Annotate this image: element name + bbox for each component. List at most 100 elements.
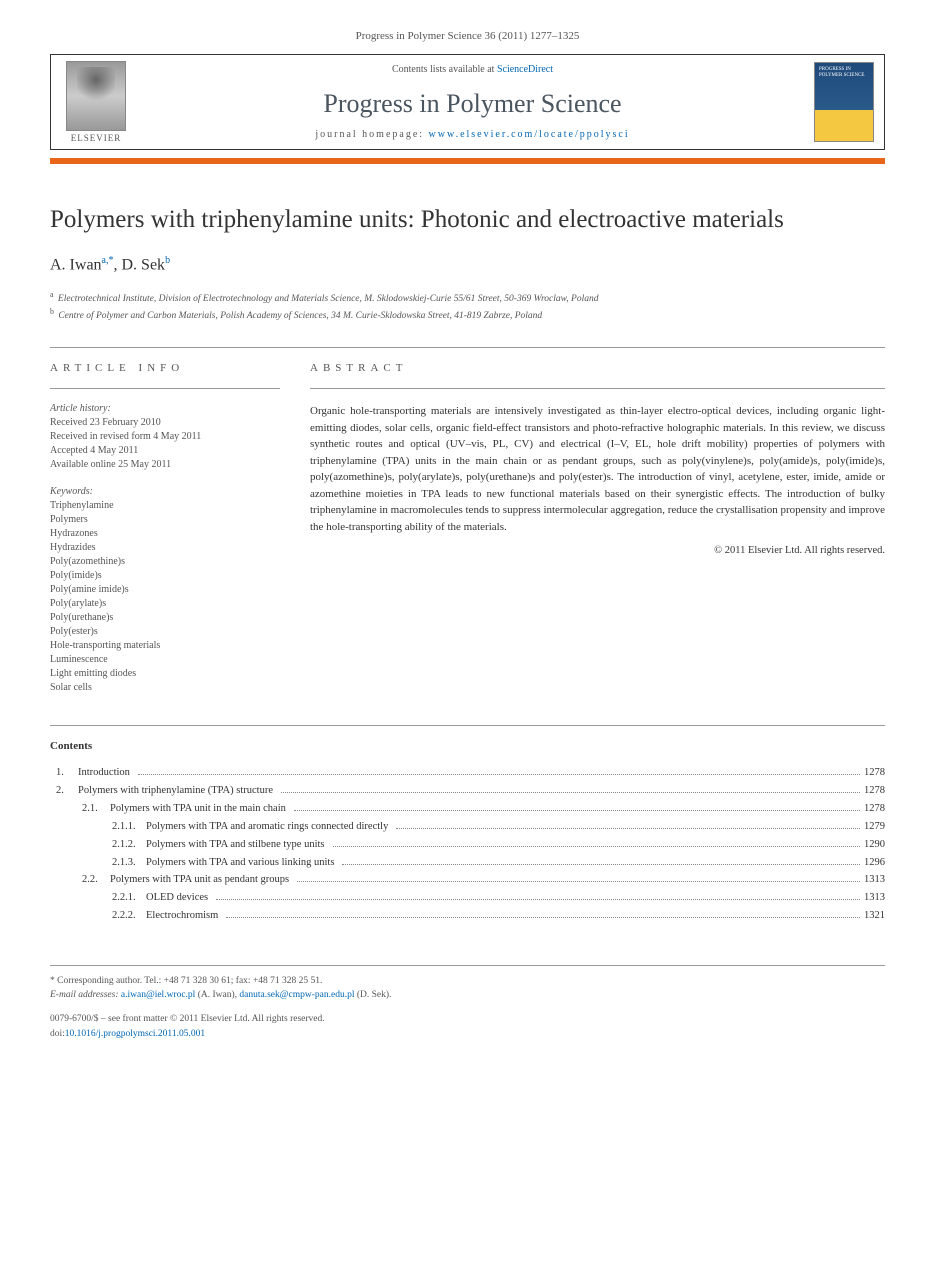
author-affil-mark[interactable]: b [165,255,170,266]
journal-reference: Progress in Polymer Science 36 (2011) 12… [50,30,885,42]
journal-name: Progress in Polymer Science [323,89,621,119]
toc-page: 1279 [864,818,885,836]
history-item: Received 23 February 2010 [50,416,280,430]
email-link[interactable]: danuta.sek@cmpw-pan.edu.pl [239,990,354,1000]
elsevier-tree-icon [66,61,126,131]
corr-text: Corresponding author. Tel.: +48 71 328 3… [57,976,322,986]
contents-divider [50,725,885,726]
toc-row[interactable]: 1.Introduction1278 [50,764,885,782]
abstract-divider [310,388,885,389]
toc-row[interactable]: 2.1.2.Polymers with TPA and stilbene typ… [50,836,885,854]
footer-meta: 0079-6700/$ – see front matter © 2011 El… [50,1012,885,1041]
toc-row[interactable]: 2.Polymers with triphenylamine (TPA) str… [50,782,885,800]
keywords-label: Keywords: [50,486,280,497]
toc-leader-dots [216,899,860,900]
affiliation-list: a Electrotechnical Institute, Division o… [50,289,885,324]
accent-bar [50,158,885,164]
history-label: Article history: [50,403,280,414]
toc-number: 2.2. [50,871,110,889]
keyword-item: Hydrazones [50,527,280,541]
toc-leader-dots [297,881,860,882]
toc-leader-dots [342,864,860,865]
journal-header: ELSEVIER Contents lists available at Sci… [50,54,885,150]
keyword-item: Hydrazides [50,541,280,555]
toc-label: Polymers with TPA and stilbene type unit… [146,836,325,854]
keyword-item: Solar cells [50,681,280,695]
keyword-item: Hole-transporting materials [50,639,280,653]
toc-row[interactable]: 2.2.1.OLED devices1313 [50,889,885,907]
keyword-item: Light emitting diodes [50,667,280,681]
abstract-column: ABSTRACT Organic hole-transporting mater… [310,362,885,695]
email-line: E-mail addresses: a.iwan@iel.wroc.pl (A.… [50,988,885,1002]
doi-link[interactable]: 10.1016/j.progpolymsci.2011.05.001 [65,1029,205,1039]
corresponding-author-note: * Corresponding author. Tel.: +48 71 328… [50,974,885,988]
author-affil-mark[interactable]: a,* [102,255,114,266]
publisher-name: ELSEVIER [71,133,122,143]
homepage-link[interactable]: www.elsevier.com/locate/ppolysci [429,129,630,140]
keyword-item: Poly(ester)s [50,625,280,639]
toc-number: 2.1.1. [50,818,146,836]
toc-page: 1296 [864,854,885,872]
sciencedirect-link[interactable]: ScienceDirect [497,64,553,75]
toc-number: 2.1. [50,800,110,818]
toc-number: 2.2.2. [50,907,146,925]
contents-heading: Contents [50,740,885,752]
toc-page: 1313 [864,871,885,889]
toc-label: OLED devices [146,889,208,907]
journal-cover-icon [814,62,874,142]
toc-leader-dots [333,846,860,847]
article-title: Polymers with triphenylamine units: Phot… [50,204,885,235]
keyword-item: Luminescence [50,653,280,667]
author-list: A. Iwana,*, D. Sekb [50,255,885,274]
toc-row[interactable]: 2.2.Polymers with TPA unit as pendant gr… [50,871,885,889]
toc-page: 1321 [864,907,885,925]
footnotes: * Corresponding author. Tel.: +48 71 328… [50,965,885,1003]
keyword-item: Poly(imide)s [50,569,280,583]
toc-leader-dots [281,792,860,793]
affiliation-mark: a [50,290,54,299]
article-info-column: ARTICLE INFO Article history: Received 2… [50,362,280,695]
header-center: Contents lists available at ScienceDirec… [141,55,804,149]
toc-row[interactable]: 2.1.1.Polymers with TPA and aromatic rin… [50,818,885,836]
toc-label: Introduction [78,764,130,782]
article-info-heading: ARTICLE INFO [50,362,280,374]
info-abstract-row: ARTICLE INFO Article history: Received 2… [50,362,885,695]
contents-available-line: Contents lists available at ScienceDirec… [392,64,553,75]
toc-page: 1278 [864,764,885,782]
toc-row[interactable]: 2.2.2.Electrochromism1321 [50,907,885,925]
affiliation-item: b Centre of Polymer and Carbon Materials… [50,306,885,323]
email-link[interactable]: a.iwan@iel.wroc.pl [121,990,195,1000]
toc-leader-dots [396,828,860,829]
cover-thumb-cell [804,55,884,149]
affiliation-mark: b [50,307,54,316]
doi-label: doi: [50,1029,65,1039]
history-item: Available online 25 May 2011 [50,458,280,472]
toc-number: 2. [50,782,78,800]
issn-line: 0079-6700/$ – see front matter © 2011 El… [50,1012,885,1026]
toc-row[interactable]: 2.1.Polymers with TPA unit in the main c… [50,800,885,818]
history-list: Received 23 February 2010Received in rev… [50,416,280,472]
doi-line: doi:10.1016/j.progpolymsci.2011.05.001 [50,1027,885,1041]
info-divider [50,388,280,389]
table-of-contents: 1.Introduction12782.Polymers with triphe… [50,764,885,925]
toc-row[interactable]: 2.1.3.Polymers with TPA and various link… [50,854,885,872]
abstract-heading: ABSTRACT [310,362,885,374]
history-item: Accepted 4 May 2011 [50,444,280,458]
toc-leader-dots [294,810,860,811]
keywords-list: TriphenylaminePolymersHydrazonesHydrazid… [50,499,280,695]
toc-page: 1278 [864,782,885,800]
homepage-line: journal homepage: www.elsevier.com/locat… [315,129,629,140]
keyword-item: Poly(arylate)s [50,597,280,611]
affiliation-item: a Electrotechnical Institute, Division o… [50,289,885,306]
keyword-item: Poly(amine imide)s [50,583,280,597]
toc-label: Polymers with TPA and various linking un… [146,854,334,872]
keyword-item: Poly(azomethine)s [50,555,280,569]
abstract-text: Organic hole-transporting materials are … [310,403,885,535]
toc-number: 2.1.2. [50,836,146,854]
history-item: Received in revised form 4 May 2011 [50,430,280,444]
toc-label: Polymers with triphenylamine (TPA) struc… [78,782,273,800]
toc-page: 1290 [864,836,885,854]
toc-page: 1313 [864,889,885,907]
email-label: E-mail addresses: [50,990,121,1000]
keywords-block: Keywords: TriphenylaminePolymersHydrazon… [50,486,280,695]
